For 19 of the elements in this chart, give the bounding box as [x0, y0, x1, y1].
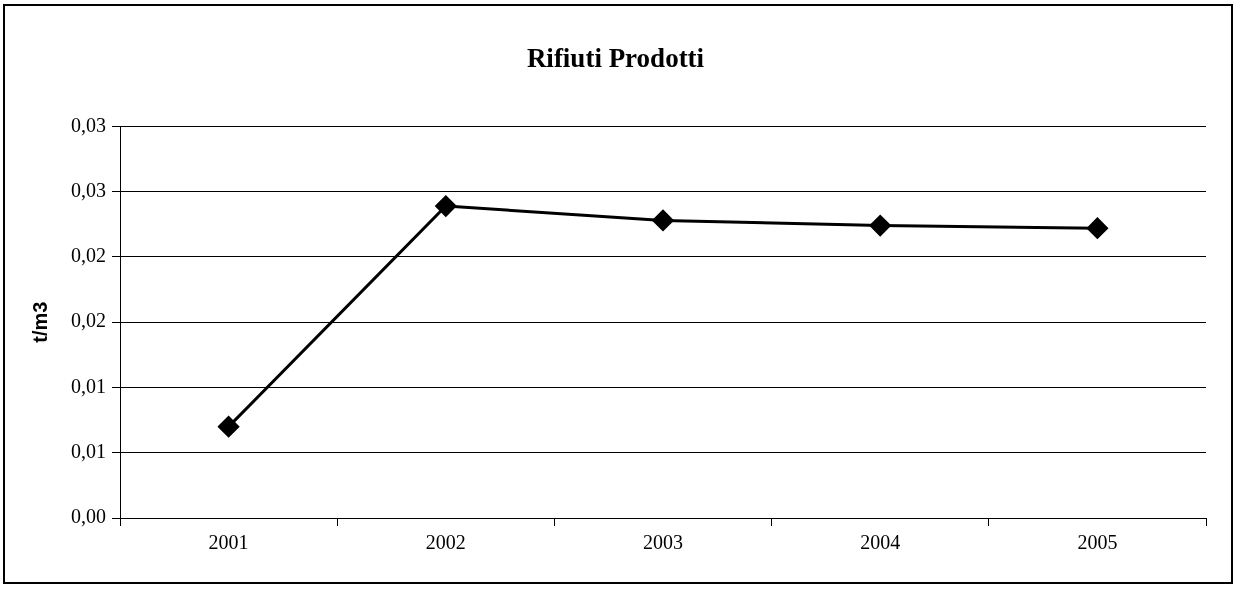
- point: [869, 215, 891, 237]
- y-tick-label: 0,03: [71, 178, 106, 201]
- y-axis-title: t/m3: [28, 301, 51, 343]
- y-tick-label: 0,01: [71, 374, 106, 397]
- x-tick-label: 2004: [860, 531, 901, 554]
- y-tick-label: 0,02: [71, 244, 106, 267]
- x-tick-label: 2001: [208, 531, 249, 554]
- x-tick-label: 2005: [1077, 531, 1118, 554]
- x-tick-label: 2002: [425, 531, 466, 554]
- point: [1086, 217, 1108, 239]
- point: [218, 416, 240, 438]
- point: [652, 209, 674, 231]
- y-tick-label: 0,02: [71, 309, 106, 332]
- point: [435, 195, 457, 217]
- y-tick-label: 0,01: [71, 439, 106, 462]
- y-tick-label: 0,00: [71, 505, 106, 528]
- x-tick-label: 2003: [643, 531, 683, 554]
- y-tick-label: 0,03: [71, 113, 106, 136]
- chart-title: Rifiuti Prodotti: [526, 43, 705, 74]
